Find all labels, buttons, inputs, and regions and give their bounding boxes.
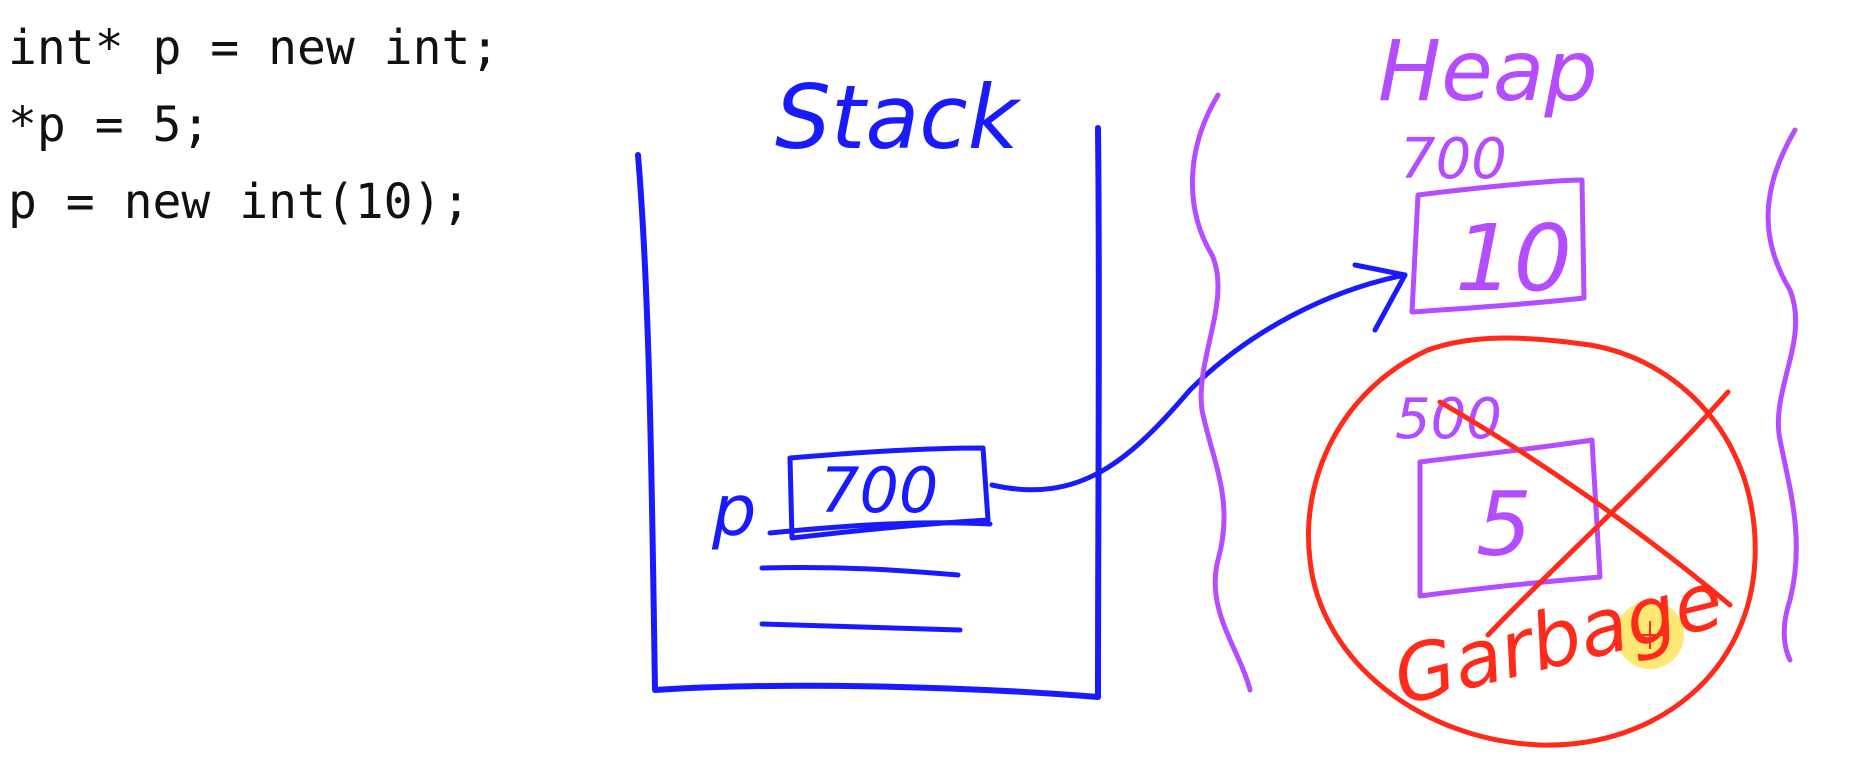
stack-divider-1 xyxy=(767,520,993,536)
heap-region xyxy=(1190,92,1799,693)
heap-block-b-value: 5 xyxy=(1476,473,1532,576)
stack-label: Stack xyxy=(775,66,1022,169)
code-line-2: *p = 5; xyxy=(8,97,211,153)
pointer-arrow xyxy=(989,272,1408,493)
pointer-arrowhead xyxy=(1352,262,1408,333)
heap-block-b-address: 500 xyxy=(1395,387,1502,452)
stack-container xyxy=(635,125,1102,700)
code-line-1: int* p = new int; xyxy=(8,20,500,76)
stack-value-box xyxy=(787,445,991,541)
stack-divider-2 xyxy=(759,564,961,578)
garbage-circle xyxy=(1306,335,1758,748)
code-line-3: p = new int(10); xyxy=(8,174,471,230)
heap-block-b-box xyxy=(1417,437,1603,599)
heap-right-wall xyxy=(1765,127,1799,663)
heap-label: Heap xyxy=(1378,22,1598,120)
stack-var-value: 700 xyxy=(820,454,938,527)
garbage-marking xyxy=(1306,335,1758,748)
garbage-cross-2 xyxy=(1485,389,1731,638)
cursor-crosshair-icon xyxy=(1636,621,1664,649)
garbage-cross-1 xyxy=(1437,399,1733,608)
code-snippet: int* p = new int; *p = 5; p = new int(10… xyxy=(8,10,499,241)
heap-block-a-box xyxy=(1409,177,1587,315)
heap-block-a-address: 700 xyxy=(1400,127,1507,192)
stack-divider-3 xyxy=(759,621,963,633)
heap-block-a-value: 10 xyxy=(1455,205,1572,312)
heap-left-wall xyxy=(1190,92,1253,693)
stack-var-name: p xyxy=(711,470,756,552)
stack-region xyxy=(635,125,1408,700)
